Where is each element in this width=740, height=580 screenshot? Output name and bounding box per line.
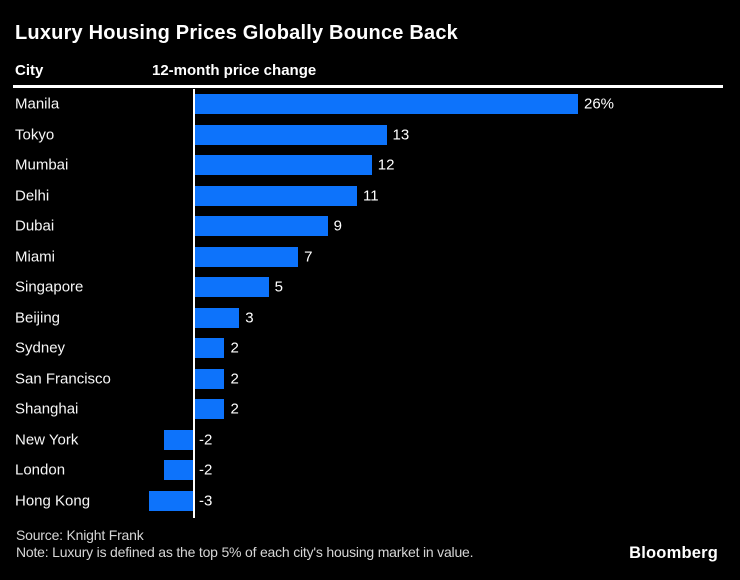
chart-row: Miami 7 [0, 242, 740, 273]
value-label: 11 [363, 187, 379, 205]
city-label: Singapore [15, 278, 84, 296]
bar [195, 155, 372, 176]
value-label: 2 [230, 339, 239, 357]
city-label: Manila [15, 95, 60, 113]
chart-row: Singapore 5 [0, 272, 740, 303]
value-label: 2 [230, 370, 239, 388]
bar [195, 124, 387, 145]
note-text: Note: Luxury is defined as the top 5% of… [16, 544, 474, 560]
bar [195, 338, 225, 359]
city-label: New York [15, 431, 79, 449]
city-label: Shanghai [15, 400, 79, 418]
city-label: San Francisco [15, 370, 111, 388]
city-label: Mumbai [15, 156, 69, 174]
chart-title: Luxury Housing Prices Globally Bounce Ba… [15, 22, 458, 44]
chart-row: London -2 [0, 455, 740, 486]
city-label: Beijing [15, 309, 61, 327]
chart-row: Sydney 2 [0, 333, 740, 364]
value-label: 3 [245, 309, 254, 327]
value-label: 7 [304, 248, 313, 266]
city-label: Delhi [15, 187, 50, 205]
bar [195, 216, 328, 237]
chart-row: Manila 26% [0, 89, 740, 120]
value-label: -2 [199, 431, 213, 449]
chart-footer: Source: Knight Frank Note: Luxury is def… [16, 527, 474, 561]
value-label: -3 [199, 492, 213, 510]
chart-row: Hong Kong -3 [0, 486, 740, 517]
chart-row: Tokyo 13 [0, 120, 740, 151]
bar [195, 307, 240, 328]
value-label: 13 [392, 126, 410, 144]
bar [148, 490, 193, 511]
chart-row: New York -2 [0, 425, 740, 456]
bar [195, 185, 358, 206]
chart-row: Delhi 11 [0, 181, 740, 212]
chart-row: Mumbai 12 [0, 150, 740, 181]
city-label: Sydney [15, 339, 66, 357]
source-text: Source: Knight Frank [16, 527, 144, 543]
column-header-city: City [15, 62, 44, 79]
value-label: 12 [377, 156, 395, 174]
bar [195, 399, 225, 420]
city-label: Miami [15, 248, 55, 266]
chart-row: San Francisco 2 [0, 364, 740, 395]
chart-row: Dubai 9 [0, 211, 740, 242]
chart-row: Shanghai 2 [0, 394, 740, 425]
value-label: 9 [333, 217, 342, 235]
bar [195, 277, 269, 298]
city-label: London [15, 461, 66, 479]
header-rule [13, 85, 723, 88]
value-label: 26% [584, 95, 615, 113]
value-label: -2 [199, 461, 213, 479]
bloomberg-logo: Bloomberg [629, 544, 718, 562]
city-label: Dubai [15, 217, 55, 235]
column-header-price-change: 12-month price change [152, 62, 317, 79]
chart-row: Beijing 3 [0, 303, 740, 334]
city-label: Tokyo [15, 126, 55, 144]
value-label: 5 [274, 278, 283, 296]
bar [195, 94, 578, 115]
bar [195, 368, 225, 389]
bar [163, 429, 193, 450]
value-label: 2 [230, 400, 239, 418]
bar-chart-rows: Manila 26% Tokyo 13 Mumbai 12 Delhi 11 D… [0, 89, 740, 516]
city-label: Hong Kong [15, 492, 91, 510]
bar [195, 246, 299, 267]
zero-baseline-axis [193, 89, 195, 518]
bar [163, 460, 193, 481]
